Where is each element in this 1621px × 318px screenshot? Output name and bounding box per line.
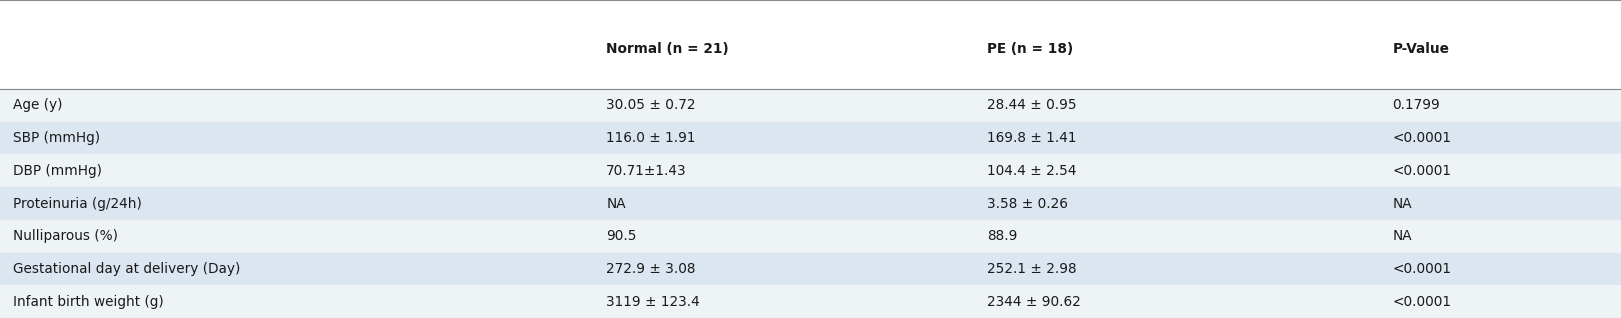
Text: 104.4 ± 2.54: 104.4 ± 2.54 <box>987 164 1076 178</box>
Text: 252.1 ± 2.98: 252.1 ± 2.98 <box>987 262 1076 276</box>
Text: <0.0001: <0.0001 <box>1392 164 1451 178</box>
Text: 169.8 ± 1.41: 169.8 ± 1.41 <box>987 131 1076 145</box>
Bar <box>0 285 1621 318</box>
Text: <0.0001: <0.0001 <box>1392 295 1451 309</box>
Text: NA: NA <box>1392 229 1412 243</box>
Text: 28.44 ± 0.95: 28.44 ± 0.95 <box>987 98 1076 112</box>
Bar <box>0 220 1621 252</box>
Text: <0.0001: <0.0001 <box>1392 131 1451 145</box>
Text: Infant birth weight (g): Infant birth weight (g) <box>13 295 164 309</box>
Text: P-Value: P-Value <box>1392 42 1449 56</box>
Text: 0.1799: 0.1799 <box>1392 98 1439 112</box>
Bar <box>0 187 1621 220</box>
Text: Age (y): Age (y) <box>13 98 63 112</box>
Text: 70.71±1.43: 70.71±1.43 <box>606 164 687 178</box>
Bar <box>0 252 1621 285</box>
Text: 2344 ± 90.62: 2344 ± 90.62 <box>987 295 1081 309</box>
Bar <box>0 155 1621 187</box>
Text: NA: NA <box>1392 197 1412 211</box>
Text: DBP (mmHg): DBP (mmHg) <box>13 164 102 178</box>
Text: 116.0 ± 1.91: 116.0 ± 1.91 <box>606 131 695 145</box>
Text: <0.0001: <0.0001 <box>1392 262 1451 276</box>
Text: 88.9: 88.9 <box>987 229 1018 243</box>
Text: Normal (n = 21): Normal (n = 21) <box>606 42 729 56</box>
Text: 3.58 ± 0.26: 3.58 ± 0.26 <box>987 197 1068 211</box>
Text: Gestational day at delivery (Day): Gestational day at delivery (Day) <box>13 262 240 276</box>
Text: 272.9 ± 3.08: 272.9 ± 3.08 <box>606 262 695 276</box>
Text: SBP (mmHg): SBP (mmHg) <box>13 131 101 145</box>
Bar <box>0 122 1621 155</box>
Text: Nulliparous (%): Nulliparous (%) <box>13 229 118 243</box>
Text: 3119 ± 123.4: 3119 ± 123.4 <box>606 295 700 309</box>
Bar <box>0 0 1621 89</box>
Text: PE (n = 18): PE (n = 18) <box>987 42 1073 56</box>
Text: 90.5: 90.5 <box>606 229 637 243</box>
Text: 30.05 ± 0.72: 30.05 ± 0.72 <box>606 98 695 112</box>
Bar <box>0 89 1621 122</box>
Text: Proteinuria (g/24h): Proteinuria (g/24h) <box>13 197 143 211</box>
Text: NA: NA <box>606 197 626 211</box>
